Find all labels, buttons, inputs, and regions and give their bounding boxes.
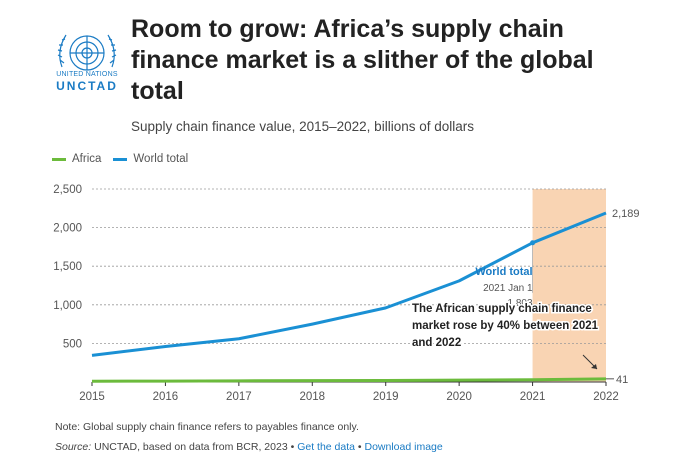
legend-label-world: World total bbox=[133, 153, 189, 165]
tooltip-series: World total bbox=[475, 266, 532, 278]
highlight-band bbox=[532, 189, 606, 382]
x-tick-label: 2015 bbox=[79, 391, 105, 403]
legend-swatch-world bbox=[113, 157, 128, 161]
tooltip-date: 2021 Jan 1 bbox=[483, 283, 533, 294]
legend-label-africa: Africa bbox=[72, 153, 102, 165]
source-text: UNCTAD, based on data from BCR, 2023 • bbox=[91, 441, 298, 453]
y-tick-label: 1,000 bbox=[53, 300, 82, 312]
annotation-line: and 2022 bbox=[412, 337, 461, 349]
chart-subtitle: Supply chain finance value, 2015–2022, b… bbox=[131, 119, 474, 134]
x-tick-label: 2022 bbox=[593, 391, 619, 403]
logo-org-line1: UNITED NATIONS bbox=[56, 71, 118, 78]
logo-org-line2: UNCTAD bbox=[56, 79, 118, 93]
legend-swatch-africa bbox=[52, 157, 66, 161]
source-separator: • bbox=[354, 441, 365, 453]
download-image-link[interactable]: Download image bbox=[364, 441, 443, 453]
x-tick-label: 2019 bbox=[373, 391, 399, 403]
x-tick-label: 2018 bbox=[299, 391, 325, 403]
legend-item-world[interactable]: World total bbox=[113, 153, 188, 165]
end-label-world: 2,189 bbox=[612, 208, 640, 220]
source-label: Source: bbox=[55, 441, 92, 453]
end-label-africa: 41 bbox=[616, 374, 628, 386]
x-tick-label: 2017 bbox=[226, 391, 252, 403]
chart-legend: Africa World total bbox=[52, 153, 200, 165]
tooltip-point bbox=[530, 240, 536, 246]
get-data-link[interactable]: Get the data bbox=[297, 441, 355, 453]
tooltip-value: 1,803 bbox=[508, 298, 533, 309]
x-tick-label: 2016 bbox=[153, 391, 179, 403]
series-line-africa bbox=[91, 377, 607, 383]
y-tick-label: 2,500 bbox=[53, 184, 82, 196]
chart-note: Note: Global supply chain finance refers… bbox=[55, 421, 359, 433]
x-tick-label: 2021 bbox=[520, 391, 546, 403]
x-tick-label: 2020 bbox=[446, 391, 472, 403]
y-tick-label: 2,000 bbox=[53, 223, 82, 235]
y-tick-label: 500 bbox=[63, 338, 82, 350]
logo-caption: UNITED NATIONS UNCTAD bbox=[52, 71, 122, 93]
un-emblem-icon bbox=[57, 34, 117, 71]
page-title: Room to grow: Africa’s supply chain fina… bbox=[131, 15, 594, 105]
chart-source: Source: UNCTAD, based on data from BCR, … bbox=[55, 441, 443, 453]
legend-item-africa[interactable]: Africa bbox=[52, 153, 101, 165]
series-line-world bbox=[91, 211, 607, 357]
y-tick-label: 1,500 bbox=[53, 261, 82, 273]
annotation-arrowhead bbox=[591, 364, 597, 369]
annotation-line: The African supply chain finance bbox=[412, 303, 592, 315]
annotation-line: market rose by 40% between 2021 bbox=[412, 320, 599, 332]
